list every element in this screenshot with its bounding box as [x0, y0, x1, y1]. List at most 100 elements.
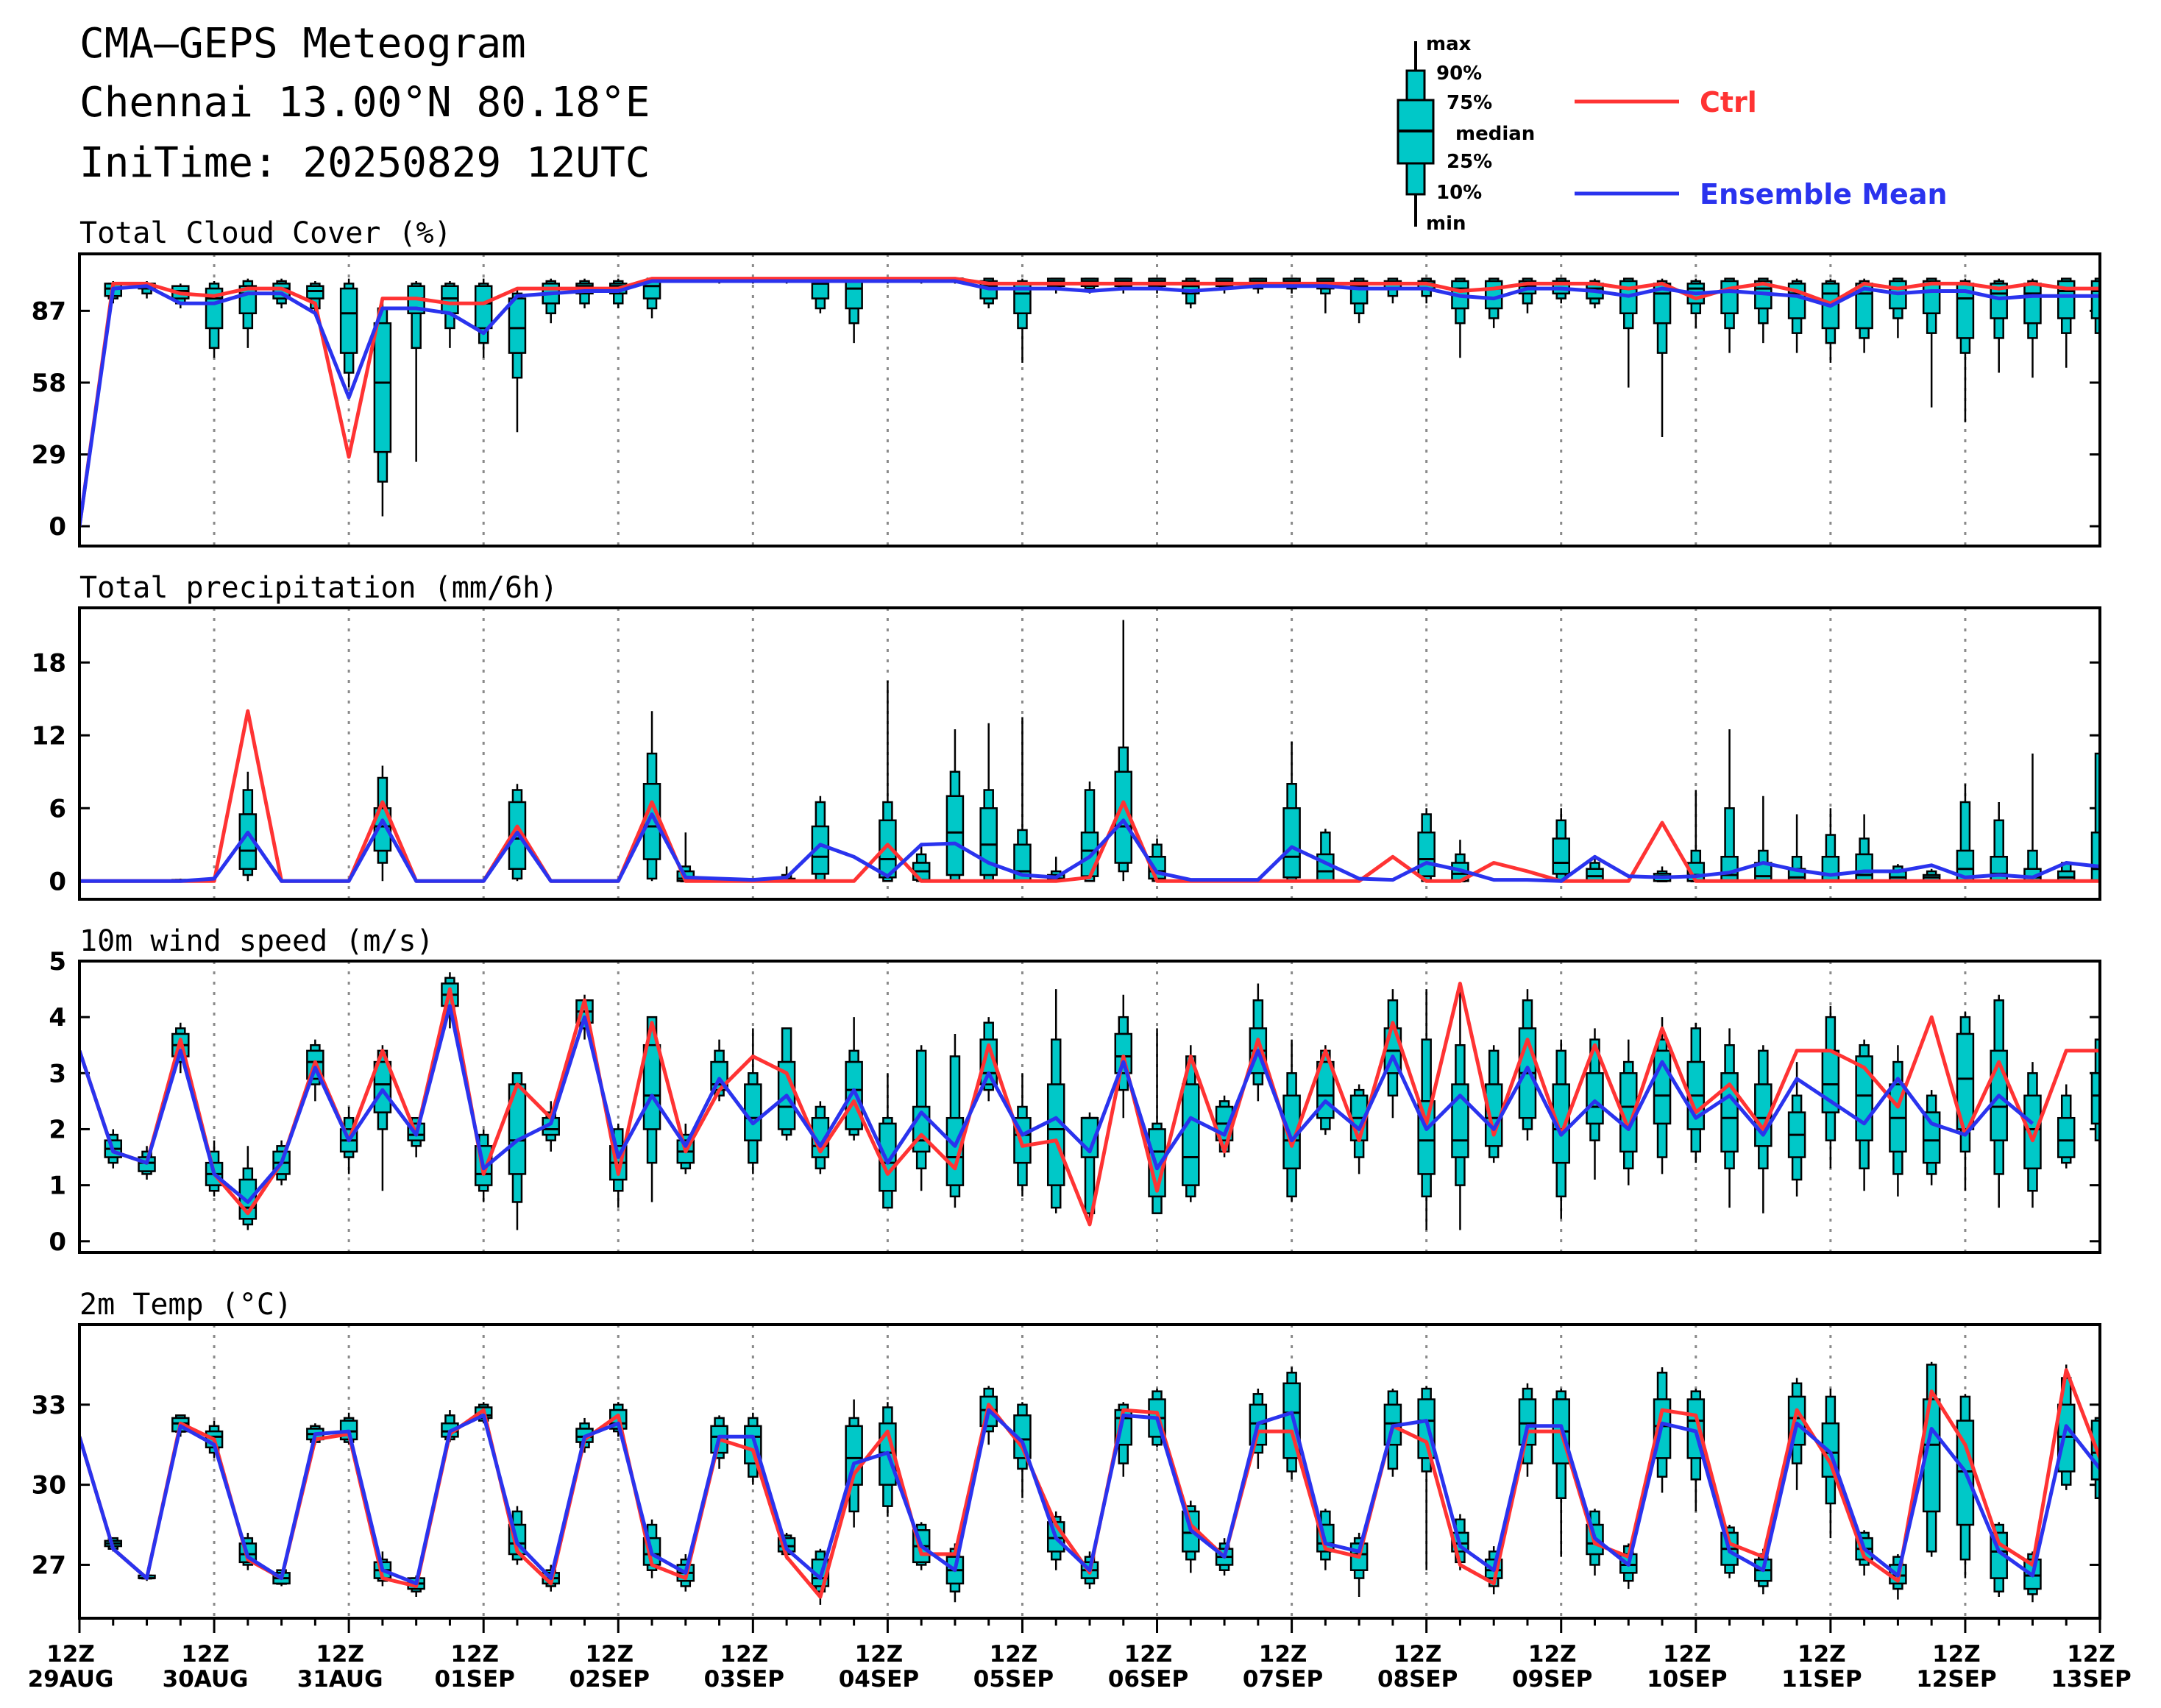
- box-p10-p25: [1185, 1551, 1196, 1561]
- legend-ctrl-label: Ctrl: [1700, 86, 1757, 118]
- box-plot: [1046, 989, 1065, 1213]
- box-iqr: [1720, 856, 1739, 882]
- box-iqr: [1518, 1398, 1537, 1446]
- box-plot: [1586, 857, 1604, 882]
- box-plot: [811, 795, 830, 882]
- box-p10-p25: [208, 327, 220, 350]
- box-plot: [1821, 1005, 1840, 1169]
- box-iqr: [1552, 1083, 1570, 1164]
- box-p10-p25: [1690, 1457, 1702, 1481]
- box-plot: [2057, 277, 2076, 368]
- box-p10-p25: [949, 1184, 961, 1198]
- legend-label-median: median: [1455, 123, 1535, 145]
- box-p10-p25: [1825, 1475, 1837, 1505]
- box-p10-p25: [545, 302, 556, 314]
- box-plot: [373, 1045, 392, 1191]
- box-p75-p90: [2094, 1417, 2100, 1422]
- x-tick-hour-label: 12Z: [1528, 1641, 1577, 1668]
- box-iqr: [373, 1060, 392, 1113]
- box-p10-p25: [1959, 1523, 1971, 1561]
- box-p10-p25: [1185, 1184, 1196, 1198]
- box-p75-p90: [2027, 849, 2038, 870]
- box-p10-p25: [1455, 1156, 1466, 1186]
- box-p75-p90: [1791, 1382, 1803, 1398]
- panel-frame: [78, 960, 2101, 1254]
- box-iqr: [1855, 853, 1873, 882]
- box-p10-p25: [1656, 322, 1668, 354]
- x-tick-hour-label: 12Z: [585, 1641, 634, 1668]
- box-p75-p90: [1825, 834, 1837, 858]
- x-axis: 12Z29AUG12Z30AUG12Z31AUG12Z01SEP12Z02SEP…: [28, 1618, 2132, 1693]
- box-plot: [945, 729, 965, 882]
- legend-label-min: min: [1426, 213, 1466, 235]
- box-iqr: [744, 1083, 762, 1141]
- box-p75-p90: [1286, 1072, 1297, 1097]
- box-p75-p90: [1017, 1105, 1028, 1119]
- box-p10-p25: [1353, 1139, 1365, 1158]
- box-p10-p25: [646, 297, 658, 310]
- box-p75-p90: [1421, 1038, 1432, 1102]
- box-p75-p90: [781, 1027, 792, 1063]
- box-iqr: [845, 280, 863, 310]
- panel-frame: [78, 606, 2101, 901]
- y-tick-label: 1: [49, 1172, 66, 1201]
- box-p10-p25: [1488, 1145, 1500, 1158]
- box-p75-p90: [1421, 813, 1432, 834]
- box-p75-p90: [949, 1055, 961, 1119]
- box-iqr: [1282, 807, 1301, 879]
- box-p75-p90: [1084, 789, 1096, 834]
- box-p75-p90: [1421, 1387, 1432, 1400]
- legend-label-p10: 10%: [1436, 182, 1482, 204]
- y-tick-label: 0: [49, 1227, 66, 1257]
- box-plot: [1114, 620, 1133, 882]
- box-p10-p25: [1118, 1443, 1129, 1464]
- box-p75-p90: [1690, 849, 1702, 864]
- x-tick-date-label: 31AUG: [297, 1666, 383, 1693]
- box-p10-p25: [1017, 1161, 1028, 1186]
- box-p10-p25: [1959, 337, 1971, 354]
- box-iqr: [1182, 1083, 1200, 1186]
- box-iqr: [1586, 868, 1604, 882]
- y-tick-label: 18: [32, 648, 66, 678]
- box-p10-p25: [1825, 1111, 1837, 1141]
- box-plot: [205, 281, 224, 358]
- box-p10-p25: [377, 1111, 388, 1130]
- box-iqr: [1586, 1072, 1604, 1125]
- box-p10-p25: [1050, 1184, 1062, 1209]
- box-p10-p25: [1724, 312, 1735, 330]
- box-p10-p25: [1589, 1122, 1600, 1141]
- box-p10-p25: [2094, 1122, 2100, 1141]
- box-p75-p90: [1724, 807, 1735, 858]
- box-plot: [1990, 278, 2008, 373]
- box-p10-p25: [815, 297, 826, 310]
- box-p75-p90: [1118, 746, 1129, 773]
- y-tick-label: 4: [49, 1003, 66, 1032]
- y-tick-label: 12: [32, 721, 66, 751]
- x-tick-date-label: 02SEP: [569, 1666, 650, 1693]
- box-p75-p90: [2060, 1094, 2072, 1119]
- box-p75-p90: [1320, 1510, 1331, 1526]
- box-p10-p25: [1286, 1167, 1297, 1198]
- box-p10-p25: [1555, 1462, 1566, 1500]
- x-tick-date-label: 12SEP: [1916, 1666, 1996, 1693]
- panel-cloud-cover: Total Cloud Cover (%) 0 29 58 87: [32, 216, 2101, 548]
- ctrl-series-line: [79, 1368, 2100, 1599]
- box-iqr: [2057, 1116, 2076, 1158]
- y-tick-label: 30: [32, 1471, 66, 1500]
- box-p10-p25: [1791, 1443, 1803, 1464]
- box-iqr: [1552, 837, 1570, 875]
- box-p75-p90: [1959, 1395, 1971, 1422]
- x-tick-date-label: 08SEP: [1377, 1666, 1458, 1693]
- x-tick-hour-label: 12Z: [1394, 1641, 1442, 1668]
- box-p75-p90: [1690, 1027, 1702, 1063]
- box-plot: [879, 681, 897, 882]
- box-p10-p25: [1118, 862, 1129, 873]
- y-tick-label: 6: [49, 794, 66, 823]
- box-p75-p90: [1050, 1038, 1062, 1085]
- box-p10-p25: [748, 1139, 759, 1164]
- box-iqr: [845, 1060, 863, 1130]
- box-p10-p25: [1488, 307, 1500, 319]
- box-plot: [979, 1017, 998, 1102]
- box-p75-p90: [444, 1414, 455, 1425]
- x-tick-date-label: 01SEP: [435, 1666, 515, 1693]
